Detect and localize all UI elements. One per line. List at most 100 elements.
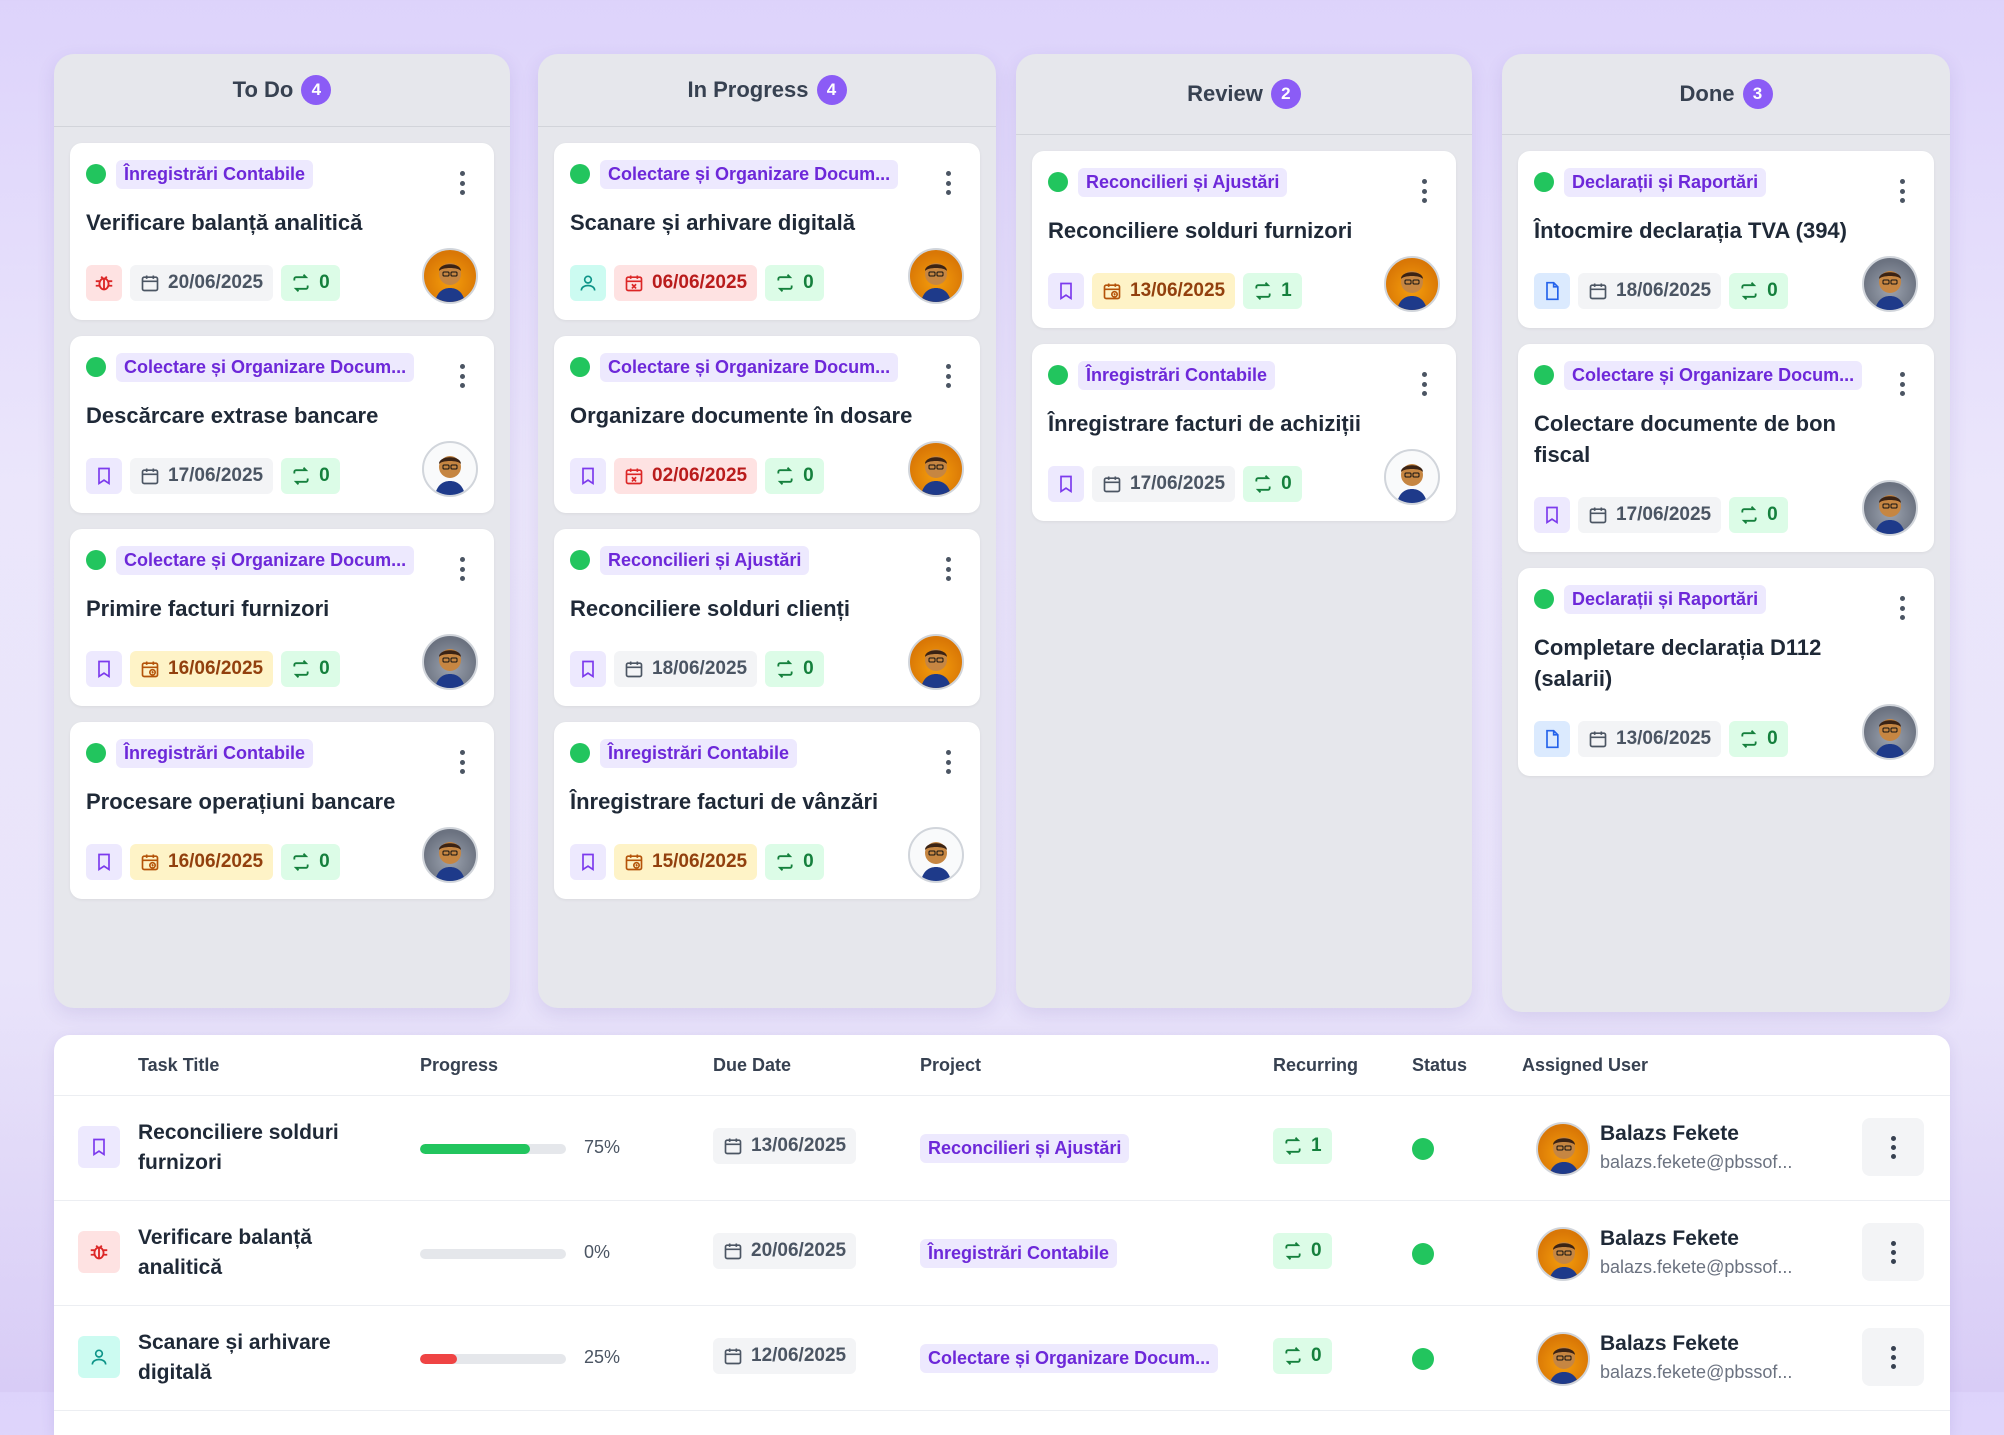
project-tag[interactable]: Înregistrări Contabile [920,1239,1118,1268]
calendar-icon [1102,474,1122,494]
card-menu-button[interactable] [458,171,466,195]
table-row[interactable]: Verificare balanță analitică 0% 20/06/2025… [54,1201,1950,1306]
table-row[interactable]: Scanare și arhivare digitală 25% 12/06/202… [54,1306,1950,1411]
card-menu-button[interactable] [1898,372,1906,396]
due-date: 16/06/2025 [168,658,264,679]
card-menu-button[interactable] [458,364,466,388]
recurring-chip: 0 [281,651,340,687]
avatar[interactable] [1384,449,1440,505]
card-title[interactable]: Înregistrare facturi de achiziții [1048,411,1361,436]
project-tag[interactable]: Colectare și Organizare Docum... [116,352,415,382]
project-tag[interactable]: Reconcilieri și Ajustări [600,545,810,575]
project-tag[interactable]: Înregistrări Contabile [116,738,314,768]
card-title[interactable]: Înregistrare facturi de vânzări [570,789,879,814]
project-tag[interactable]: Înregistrări Contabile [600,738,798,768]
header-task-title[interactable]: Task Title [138,1055,220,1075]
avatar[interactable] [908,634,964,690]
project-tag[interactable]: Declarații și Raportări [1564,167,1767,197]
header-recurring[interactable]: Recurring [1273,1055,1359,1075]
card-menu-button[interactable] [1898,596,1906,620]
card-title[interactable]: Procesare operațiuni bancare [86,789,396,814]
header-due-date[interactable]: Due Date [713,1055,792,1075]
recurring-count: 0 [319,658,330,679]
avatar[interactable] [1536,1227,1590,1281]
task-card[interactable]: Colectare și Organizare Docum... Scanare … [554,143,980,320]
task-card[interactable]: Declarații și Raportări Întocmire declara… [1518,151,1934,328]
card-menu-button[interactable] [458,750,466,774]
task-card[interactable]: Colectare și Organizare Docum... Primire … [70,529,494,706]
task-card[interactable]: Înregistrări Contabile Procesare operațiu… [70,722,494,899]
card-menu-button[interactable] [944,557,952,581]
card-meta: 13/06/2025 1 [1048,272,1440,310]
task-card[interactable]: Înregistrări Contabile Înregistrare factu… [554,722,980,899]
avatar[interactable] [1536,1332,1590,1386]
table-row[interactable]: Reconciliere solduri furnizori 75% 13/06/2… [54,1096,1950,1201]
due-date-chip: 16/06/2025 [130,844,274,880]
header-assigned-user[interactable]: Assigned User [1522,1055,1649,1075]
card-title[interactable]: Completare declarația D112 (salarii) [1534,635,1822,691]
card-title[interactable]: Primire facturi furnizori [86,596,330,621]
task-title[interactable]: Scanare și arhivare digitală [138,1331,331,1384]
avatar[interactable] [1862,256,1918,312]
project-tag[interactable]: Declarații și Raportări [1564,584,1767,614]
task-card[interactable]: Declarații și Raportări Completare declar… [1518,568,1934,776]
row-menu-button[interactable] [1862,1223,1924,1281]
kanban-board: To Do 4 Înregistrări Contabile Verificare b… [54,54,1950,1012]
project-tag[interactable]: Reconcilieri și Ajustări [1078,167,1288,197]
progress-bar [420,1144,566,1154]
avatar[interactable] [422,827,478,883]
card-menu-button[interactable] [944,750,952,774]
avatar[interactable] [908,441,964,497]
project-tag[interactable]: Înregistrări Contabile [1078,360,1276,390]
project-tag[interactable]: Colectare și Organizare Docum... [920,1344,1219,1373]
avatar[interactable] [1536,1122,1590,1176]
card-menu-button[interactable] [944,364,952,388]
header-status[interactable]: Status [1412,1055,1468,1075]
project-tag[interactable]: Colectare și Organizare Docum... [600,159,899,189]
task-card[interactable]: Colectare și Organizare Docum... Descărca… [70,336,494,513]
project-tag[interactable]: Reconcilieri și Ajustări [920,1134,1130,1163]
task-card[interactable]: Colectare și Organizare Docum... Colectar… [1518,344,1934,552]
card-list: Reconcilieri și Ajustări Reconciliere sol… [1016,135,1472,521]
card-title[interactable]: Scanare și arhivare digitală [570,210,855,235]
task-card[interactable]: Înregistrări Contabile Înregistrare factu… [1032,344,1456,521]
avatar[interactable] [1862,704,1918,760]
header-progress[interactable]: Progress [420,1055,499,1075]
task-title[interactable]: Verificare balanță analitică [138,1226,312,1279]
avatar[interactable] [908,248,964,304]
task-card[interactable]: Colectare și Organizare Docum... Organiza… [554,336,980,513]
avatar[interactable] [422,248,478,304]
avatar[interactable] [1862,480,1918,536]
row-menu-button[interactable] [1862,1328,1924,1386]
card-menu-button[interactable] [1898,179,1906,203]
project-tag[interactable]: Înregistrări Contabile [116,159,314,189]
due-date-chip: 18/06/2025 [1578,273,1722,309]
project-tag[interactable]: Colectare și Organizare Docum... [116,545,415,575]
task-card[interactable]: Reconcilieri și Ajustări Reconciliere sol… [554,529,980,706]
column-to-do: To Do 4 Înregistrări Contabile Verificare b… [54,54,510,1008]
avatar[interactable] [422,441,478,497]
card-title[interactable]: Reconciliere solduri clienți [570,596,850,621]
avatar[interactable] [422,634,478,690]
project-tag[interactable]: Colectare și Organizare Docum... [600,352,899,382]
card-title[interactable]: Verificare balanță analitică [86,210,363,235]
due-date-chip: 17/06/2025 [1578,497,1722,533]
avatar[interactable] [1384,256,1440,312]
card-menu-button[interactable] [1420,179,1428,203]
card-title[interactable]: Colectare documente de bon fiscal [1534,411,1836,467]
card-menu-button[interactable] [458,557,466,581]
task-card[interactable]: Înregistrări Contabile Verificare balanță… [70,143,494,320]
repeat-icon [1739,729,1759,749]
card-title[interactable]: Reconciliere solduri furnizori [1048,218,1353,243]
task-card[interactable]: Reconcilieri și Ajustări Reconciliere sol… [1032,151,1456,328]
project-tag[interactable]: Colectare și Organizare Docum... [1564,360,1863,390]
header-project[interactable]: Project [920,1055,982,1075]
row-menu-button[interactable] [1862,1118,1924,1176]
task-title[interactable]: Reconciliere solduri furnizori [138,1121,339,1174]
card-menu-button[interactable] [1420,372,1428,396]
avatar[interactable] [908,827,964,883]
card-title[interactable]: Descărcare extrase bancare [86,403,379,428]
card-title[interactable]: Organizare documente în dosare [570,403,913,428]
card-menu-button[interactable] [944,171,952,195]
card-title[interactable]: Întocmire declarația TVA (394) [1534,218,1847,243]
